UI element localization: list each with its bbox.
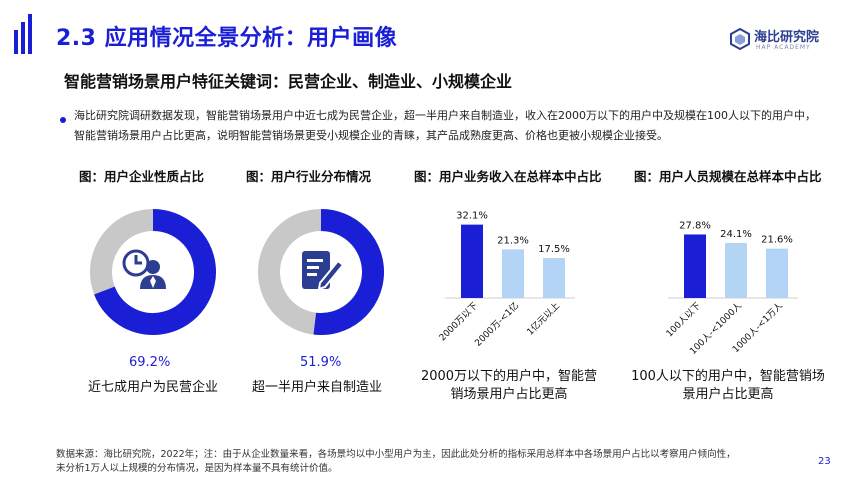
bar-value-label: 27.8% — [679, 220, 711, 231]
summary-line-1: 海比研究院调研数据发现，智能营销场景用户中近七成为民营企业，超一半用户来自制造业… — [74, 109, 816, 122]
fig2-caption: 超一半用户来自制造业 — [252, 380, 383, 395]
logo-subtext: HAP ACADEMY — [756, 44, 811, 51]
x-tick-label: 2000万-<1亿 — [472, 300, 521, 349]
x-tick-label: 1亿元以上 — [524, 300, 562, 338]
page-number: 23 — [818, 456, 831, 467]
summary-line-2: 智能营销场景用户占比更高，说明智能营销场景更受小规模企业的青睐，其产品成熟度更高… — [74, 129, 668, 142]
bar-1000人-<1万人 — [766, 248, 788, 298]
bar-value-label: 21.3% — [497, 235, 529, 246]
bar-value-label: 21.6% — [761, 235, 793, 246]
source-line-1: 数据来源：海比研究院，2022年；注：由于从企业数量来看，各场景均以中小型用户为… — [56, 449, 736, 460]
x-tick-label: 2000万以下 — [438, 301, 480, 343]
bar-1亿元以上 — [543, 258, 565, 298]
x-tick-label: 100人以下 — [664, 300, 703, 339]
bar-value-label: 24.1% — [720, 229, 752, 240]
bar-chart-revenue: 32.1% 2000万以下 21.3% 2000万-<1亿 17.5% 1亿元以上 — [438, 211, 575, 349]
bar-chart-staff-size: 27.8%100人以下24.1%100人-<1000人21.6%1000人-<1… — [664, 220, 798, 357]
donut-slice-制造业 — [313, 209, 384, 335]
fig3-caption: 2000万以下的用户中，智能营 销场景用户占比更高 — [414, 368, 604, 404]
bar-2000万-<1亿 — [502, 249, 524, 298]
fig1-title: 图：用户企业性质占比 — [79, 169, 205, 184]
bar-value-label: 32.1% — [456, 211, 488, 222]
fig2-percentage: 51.9% — [300, 355, 342, 370]
section-subtitle: 智能营销场景用户特征关键词：民营企业、制造业、小规模企业 — [64, 72, 513, 91]
hap-logo-icon — [730, 28, 750, 50]
logo-text: 海比研究院 — [754, 30, 820, 45]
fig4-caption-line-1: 100人以下的用户中，智能营销场 — [631, 369, 825, 384]
summary-paragraph: 海比研究院调研数据发现，智能营销场景用户中近七成为民营企业，超一半用户来自制造业… — [74, 106, 834, 146]
fig2-title: 图：用户行业分布情况 — [246, 169, 372, 184]
fig3-caption-line-1: 2000万以下的用户中，智能营 — [420, 369, 598, 384]
fig4-title: 图：用户人员规模在总样本中占比 — [634, 169, 822, 184]
fig4-caption-line-2: 景用户占比更高 — [682, 387, 774, 402]
source-line-2: 未分析1万人以上规模的分布情况，是因为样本量不具有统计价值。 — [56, 463, 338, 474]
fig3-caption-line-2: 销场景用户占比更高 — [450, 387, 568, 402]
bar-2000万以下 — [461, 224, 483, 298]
bar-value-label: 17.5% — [538, 244, 570, 255]
donut-chart-industry — [258, 209, 384, 335]
fig1-caption: 近七成用户为民营企业 — [88, 380, 219, 395]
bar-100人-<1000人 — [725, 242, 747, 298]
fig1-percentage: 69.2% — [129, 355, 171, 370]
bullet-point — [60, 117, 66, 123]
donut-slice-民营企业 — [94, 209, 216, 335]
page-title: 2.3 应用情况全景分析：用户画像 — [56, 26, 398, 51]
fig4-caption: 100人以下的用户中，智能营销场 景用户占比更高 — [628, 368, 828, 404]
donut-chart-enterprise-type — [90, 209, 216, 335]
bar-100人以下 — [684, 234, 706, 298]
fig3-title: 图：用户业务收入在总样本中占比 — [414, 169, 602, 184]
data-source-note: 数据来源：海比研究院，2022年；注：由于从企业数量来看，各场景均以中小型用户为… — [56, 448, 816, 476]
header-stripes-decoration — [14, 14, 32, 54]
document-pen-icon — [302, 251, 345, 291]
business-user-clock-icon — [122, 249, 166, 289]
